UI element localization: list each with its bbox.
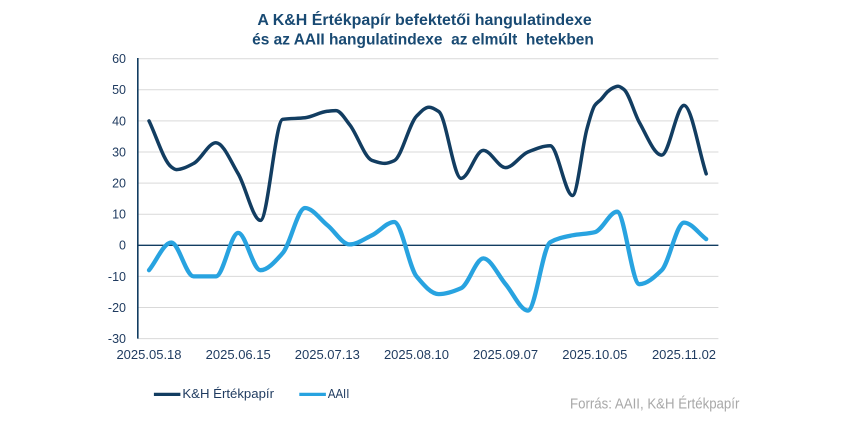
svg-text:60: 60 [112,52,126,66]
svg-text:2025.11.02: 2025.11.02 [652,347,716,362]
svg-text:és az AAII hangulatindexe az: és az AAII hangulatindexe az elmúlt hete… [252,31,594,48]
svg-text:2025.08.10: 2025.08.10 [384,347,449,362]
svg-text:30: 30 [112,145,126,159]
svg-text:2025.07.13: 2025.07.13 [295,347,360,362]
svg-text:-20: -20 [108,301,126,315]
svg-text:50: 50 [112,83,126,97]
svg-text:2025.09.07: 2025.09.07 [473,347,538,362]
svg-text:K&H Értékpapír: K&H Értékpapír [182,386,274,401]
svg-text:10: 10 [112,208,126,222]
svg-text:2025.06.15: 2025.06.15 [206,347,271,362]
svg-text:Forrás: AAII, K&H Értékpapír: Forrás: AAII, K&H Értékpapír [570,395,740,412]
svg-text:20: 20 [112,177,126,191]
svg-text:40: 40 [112,114,126,128]
svg-text:-30: -30 [108,332,126,346]
svg-text:2025.10.05: 2025.10.05 [562,347,627,362]
svg-text:2025.05.18: 2025.05.18 [116,347,181,362]
svg-text:A K&H Értékpapír befektetői ha: A K&H Értékpapír befektetői hangulatinde… [257,12,592,29]
svg-text:-10: -10 [108,270,126,284]
svg-text:0: 0 [119,239,126,253]
svg-text:AAII: AAII [328,386,350,401]
